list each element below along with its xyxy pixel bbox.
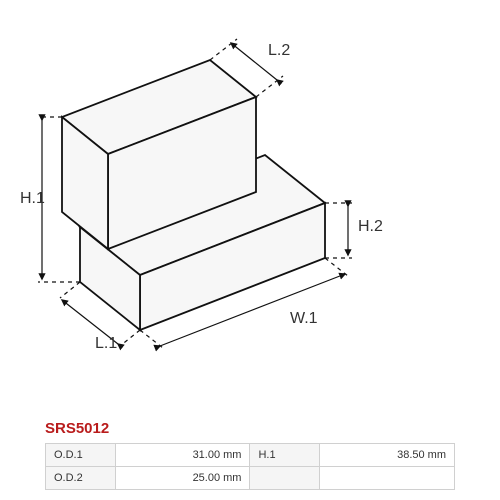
drawing-svg [0,0,500,420]
spec-value: 25.00 mm [115,467,250,490]
spec-key: O.D.1 [46,444,116,467]
spec-key [250,467,320,490]
table-row: O.D.2 25.00 mm [46,467,455,490]
label-L2: L.2 [268,42,290,60]
label-L1: L.1 [95,335,117,353]
label-H1: H.1 [20,190,45,208]
table-row: O.D.1 31.00 mm H.1 38.50 mm [46,444,455,467]
label-W1: W.1 [290,310,318,328]
spec-value [320,467,455,490]
spec-value: 38.50 mm [320,444,455,467]
label-H2: H.2 [358,218,383,236]
part-number: SRS5012 [45,420,109,437]
spec-key: H.1 [250,444,320,467]
spec-value: 31.00 mm [115,444,250,467]
spec-key: O.D.2 [46,467,116,490]
spec-table: O.D.1 31.00 mm H.1 38.50 mm O.D.2 25.00 … [45,443,455,490]
technical-drawing: L.2 H.1 H.2 W.1 L.1 [0,0,500,420]
